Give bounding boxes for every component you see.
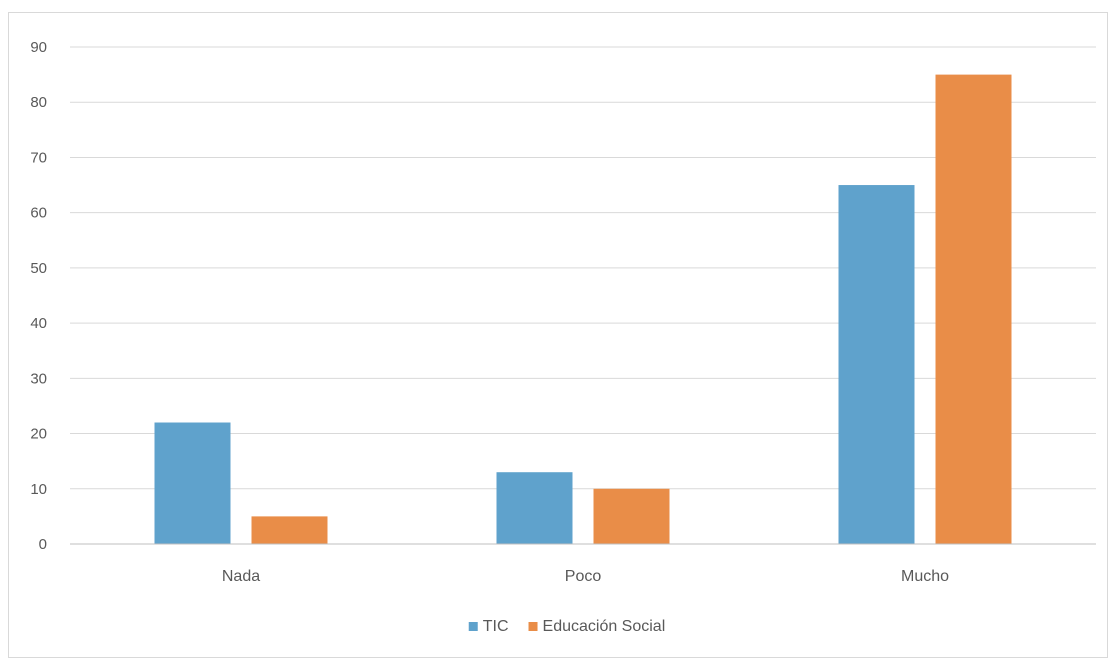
legend: TIC Educación Social [468,618,666,635]
x-category-label: Poco [565,568,602,585]
legend-label: TIC [483,618,509,635]
bars [154,74,1012,545]
bar-tic-poco [496,472,573,544]
bar-educaci-n-social-poco [593,488,670,544]
y-tick-label: 90 [30,39,47,56]
legend-swatch [468,622,478,631]
legend-swatch [528,622,538,631]
bar-tic-nada [154,422,231,544]
chart-frame [8,12,1108,658]
x-category-label: Mucho [901,568,949,585]
x-category-label: Nada [222,568,260,585]
y-tick-label: 10 [30,481,47,498]
y-tick-label: 60 [30,205,47,222]
legend-label: Educación Social [543,618,666,635]
bar-tic-mucho [838,185,915,545]
y-tick-label: 0 [39,536,47,553]
y-tick-label: 70 [30,149,47,166]
y-tick-label: 40 [30,315,47,332]
bar-educaci-n-social-nada [251,516,328,544]
y-tick-label: 50 [30,260,47,277]
x-axis: Nada Poco Mucho [70,543,1096,585]
bar-educaci-n-social-mucho [935,74,1012,544]
y-tick-label: 30 [30,370,47,387]
y-axis-ticks: 0 10 20 30 40 50 60 70 80 90 [30,39,47,553]
y-tick-label: 20 [30,426,47,443]
y-tick-label: 80 [30,94,47,111]
gridlines [70,46,1096,490]
